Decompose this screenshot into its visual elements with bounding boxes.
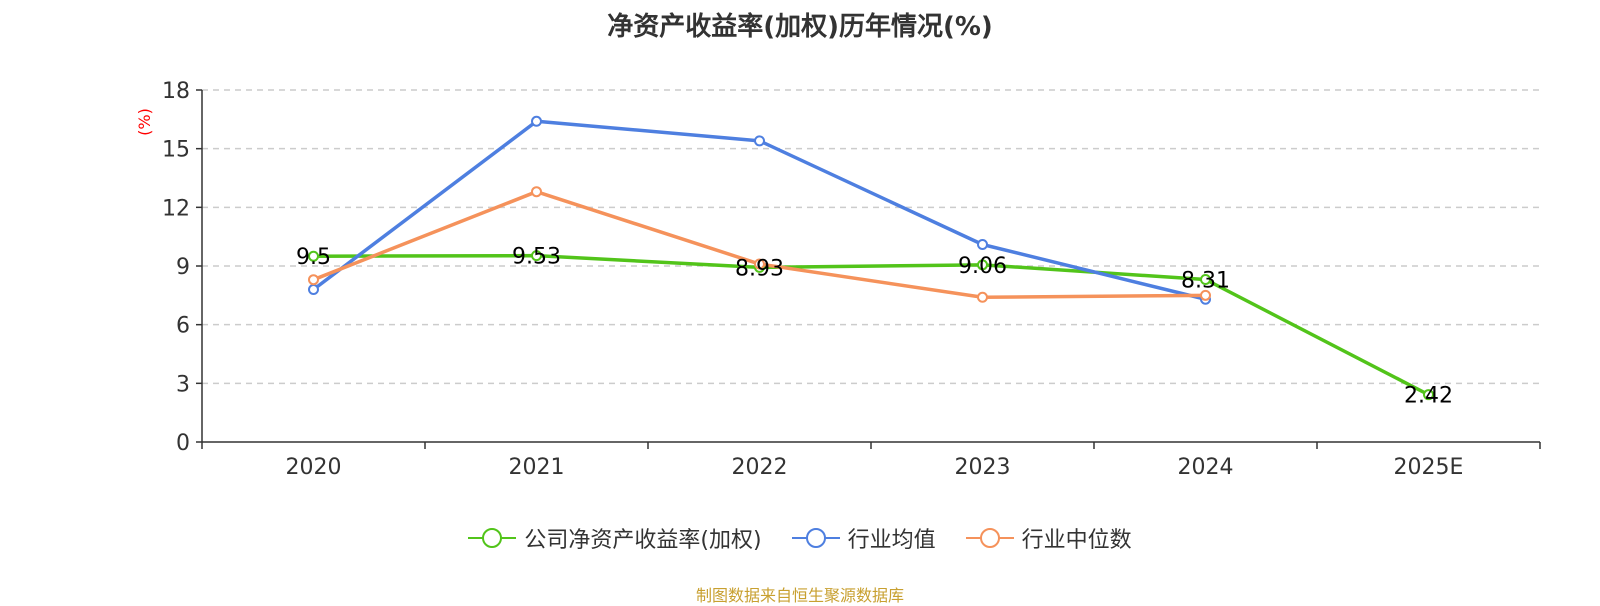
x-tick-label: 2021	[509, 455, 565, 480]
data-point	[1200, 289, 1211, 301]
legend: 公司净资产收益率(加权) 行业均值 行业中位数	[0, 522, 1600, 554]
data-labels: 9.5 9.53 8.93 9.06 8.31 2.42	[296, 245, 1453, 409]
y-tick-label: 3	[176, 372, 190, 397]
chart-title: 净资产收益率(加权)历年情况(%)	[607, 12, 993, 42]
data-label: 8.31	[1181, 268, 1230, 293]
legend-label: 行业均值	[847, 528, 936, 553]
legend-circle-icon	[468, 527, 517, 549]
legend-item[interactable]: 公司净资产收益率(加权)	[468, 522, 762, 554]
data-point	[308, 274, 319, 286]
data-label: 9.53	[512, 245, 561, 270]
data-point	[531, 115, 542, 127]
data-point	[977, 238, 988, 250]
data-point	[1423, 389, 1434, 401]
y-axis-title: (%)	[135, 108, 154, 136]
data-point	[977, 291, 988, 303]
data-point	[1200, 273, 1211, 285]
axes: 0 3 6 9 12 15 18 2020 2021 2022 2023 2024 2025E	[162, 79, 1541, 480]
series	[308, 115, 1434, 401]
data-point	[754, 258, 765, 270]
data-point	[308, 250, 319, 262]
data-point	[531, 186, 542, 198]
y-tick-label: 6	[176, 314, 190, 339]
legend-label: 行业中位数	[1021, 528, 1132, 553]
data-point	[531, 250, 542, 262]
data-label: 9.06	[958, 254, 1007, 279]
x-tick-label: 2024	[1178, 455, 1234, 480]
data-point	[308, 283, 319, 295]
x-tick-label: 2025E	[1394, 455, 1464, 480]
legend-item[interactable]: 行业均值	[791, 522, 936, 554]
legend-circle-icon	[965, 527, 1014, 549]
y-tick-label: 12	[162, 196, 190, 221]
legend-item[interactable]: 行业中位数	[965, 522, 1132, 554]
data-point	[977, 259, 988, 271]
series-line-0	[313, 253, 1430, 397]
legend-label: 公司净资产收益率(加权)	[524, 528, 762, 553]
data-label: 2.42	[1404, 384, 1453, 409]
x-tick-label: 2022	[732, 455, 788, 480]
x-tick-label: 2020	[286, 455, 342, 480]
y-tick-label: 9	[176, 255, 190, 280]
y-tick-label: 0	[176, 431, 190, 456]
y-tick-label: 15	[162, 138, 190, 163]
source-note: 制图数据来自恒生聚源数据库	[695, 586, 904, 605]
data-label: 8.93	[735, 256, 784, 281]
legend-circle-icon	[791, 527, 840, 549]
data-point	[754, 135, 765, 147]
grid-lines	[202, 89, 1540, 385]
data-label: 9.5	[296, 245, 331, 270]
x-tick-label: 2023	[955, 455, 1011, 480]
y-tick-label: 18	[162, 79, 190, 104]
